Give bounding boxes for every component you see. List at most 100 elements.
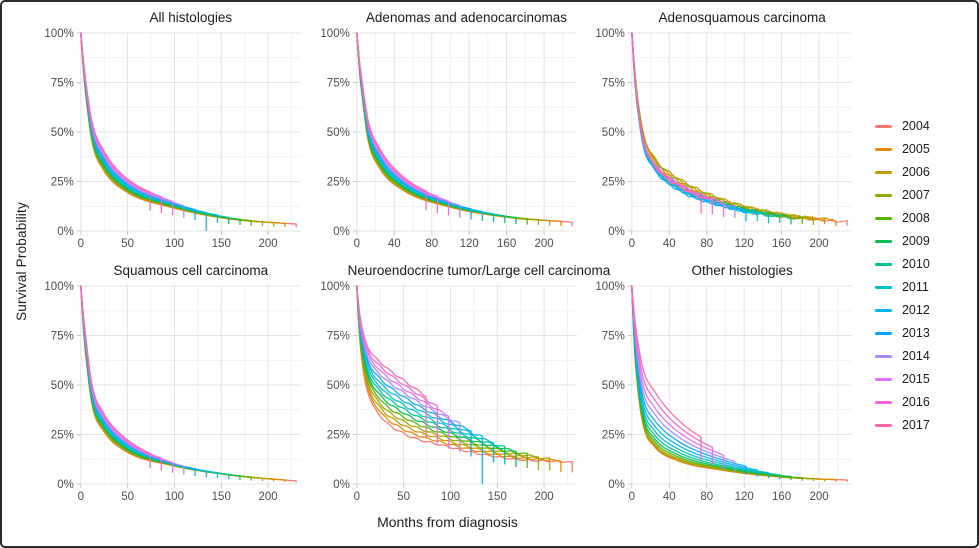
svg-text:200: 200	[534, 491, 553, 503]
svg-text:25%: 25%	[51, 430, 74, 442]
svg-text:50: 50	[121, 491, 134, 503]
legend-line-swatch	[874, 355, 892, 358]
legend-line-swatch	[874, 332, 892, 335]
svg-text:75%: 75%	[51, 331, 74, 343]
svg-text:200: 200	[534, 238, 553, 250]
legend-line-swatch	[874, 148, 892, 151]
legend-item: 2007	[874, 188, 973, 203]
legend-line-swatch	[874, 125, 892, 128]
x-axis-label: Months from diagnosis	[377, 514, 518, 530]
legend-label: 2008	[901, 211, 930, 226]
survival-plot: 0 50 100 150 200 0% 25% 50% 75% 100%	[44, 281, 301, 503]
legend-label: 2011	[901, 280, 929, 295]
legend-item: 2004	[874, 119, 973, 134]
x-axis-label-container: Months from diagnosis	[34, 514, 861, 544]
legend-line-swatch	[874, 240, 892, 243]
panel-neuroendocrine-large-cell: Neuroendocrine tumor/Large cell carcinom…	[310, 261, 611, 514]
svg-text:75%: 75%	[51, 78, 74, 90]
panel-title: Squamous cell carcinoma	[113, 263, 269, 278]
survival-plot: 0 50 100 150 200 0% 25% 50% 75% 100%	[44, 28, 301, 250]
legend-item: 2010	[874, 257, 973, 272]
svg-text:0: 0	[353, 238, 359, 250]
legend-line-swatch	[874, 217, 892, 220]
legend-item: 2017	[874, 418, 973, 433]
legend-item: 2015	[874, 373, 973, 386]
svg-text:200: 200	[810, 238, 829, 250]
legend-label: 2016	[901, 395, 930, 410]
svg-text:0%: 0%	[609, 479, 626, 491]
survival-plot: 0 40 80 120 160 200 0% 25% 50% 75% 100%	[320, 28, 577, 250]
panel-title: Other histologies	[691, 263, 793, 278]
legend-item: 2005	[874, 142, 973, 157]
svg-text:0: 0	[629, 491, 635, 503]
legend-label: 2017	[901, 418, 930, 433]
legend-label: 2007	[901, 188, 930, 203]
svg-text:200: 200	[810, 491, 829, 503]
y-axis-label-container: Survival Probability	[8, 8, 34, 514]
svg-text:150: 150	[212, 491, 231, 503]
svg-text:0%: 0%	[333, 226, 350, 238]
svg-text:100%: 100%	[320, 281, 349, 293]
legend-line-swatch	[874, 378, 892, 381]
legend-label: 2012	[901, 303, 930, 318]
svg-text:80: 80	[701, 238, 714, 250]
panel-adenosquamous-carcinoma: Adenosquamous carcinoma 0 40 80 120 160 200 0%…	[585, 8, 861, 261]
legend-item: 2009	[874, 235, 973, 248]
svg-text:0%: 0%	[57, 226, 74, 238]
legend-label: 2010	[901, 257, 930, 272]
y-axis-label: Survival Probability	[13, 201, 29, 321]
legend-line-swatch	[874, 286, 892, 289]
svg-text:50%: 50%	[51, 380, 74, 392]
legend-item: 2014	[874, 349, 973, 364]
svg-text:25%: 25%	[602, 430, 625, 442]
svg-text:100%: 100%	[44, 28, 73, 40]
svg-text:0%: 0%	[609, 226, 626, 238]
panel-title: Neuroendocrine tumor/Large cell carcinom…	[347, 263, 611, 278]
svg-text:120: 120	[735, 238, 754, 250]
svg-text:75%: 75%	[602, 331, 625, 343]
svg-text:100%: 100%	[320, 28, 349, 40]
legend-label: 2006	[901, 165, 930, 180]
svg-text:150: 150	[212, 238, 231, 250]
legend-item: 2012	[874, 303, 973, 318]
svg-text:150: 150	[487, 491, 506, 503]
legend-label: 2005	[901, 142, 930, 157]
panel-other-histologies: Other histologies 0 40 80 120 160 200 0% 25% 50%…	[585, 261, 861, 514]
legend-line-swatch	[874, 424, 892, 427]
legend-line-swatch	[874, 194, 892, 197]
svg-text:0: 0	[629, 238, 635, 250]
year-legend: 2004 2005 2006 2007 2008 2009 2010	[861, 8, 973, 544]
svg-text:75%: 75%	[602, 78, 625, 90]
svg-text:0: 0	[78, 491, 84, 503]
svg-text:40: 40	[663, 491, 676, 503]
svg-text:50: 50	[121, 238, 134, 250]
svg-text:0: 0	[78, 238, 84, 250]
svg-text:25%: 25%	[326, 430, 349, 442]
svg-text:100: 100	[165, 238, 184, 250]
svg-text:160: 160	[772, 238, 791, 250]
svg-text:120: 120	[735, 491, 754, 503]
svg-text:25%: 25%	[602, 177, 625, 189]
svg-text:80: 80	[701, 491, 714, 503]
legend-label: 2014	[901, 349, 930, 364]
svg-text:25%: 25%	[326, 177, 349, 189]
legend-line-swatch	[874, 401, 892, 404]
legend-label: 2013	[901, 326, 930, 341]
legend-line-swatch	[874, 263, 892, 266]
svg-text:100%: 100%	[596, 28, 625, 40]
svg-text:80: 80	[425, 238, 438, 250]
panel-adenomas-adenocarcinomas: Adenomas and adenocarcinomas 0 40 80 120 160…	[310, 8, 586, 261]
svg-text:40: 40	[663, 238, 676, 250]
svg-text:75%: 75%	[326, 331, 349, 343]
svg-text:100: 100	[165, 491, 184, 503]
svg-text:120: 120	[459, 238, 478, 250]
panel-title: All histologies	[149, 10, 233, 25]
legend-item: 2006	[874, 165, 973, 180]
svg-text:50%: 50%	[602, 380, 625, 392]
svg-text:50%: 50%	[326, 380, 349, 392]
svg-text:25%: 25%	[51, 177, 74, 189]
svg-text:0%: 0%	[333, 479, 350, 491]
legend-label: 2004	[901, 119, 930, 134]
legend-item: 2011	[874, 280, 973, 295]
svg-text:160: 160	[772, 491, 791, 503]
